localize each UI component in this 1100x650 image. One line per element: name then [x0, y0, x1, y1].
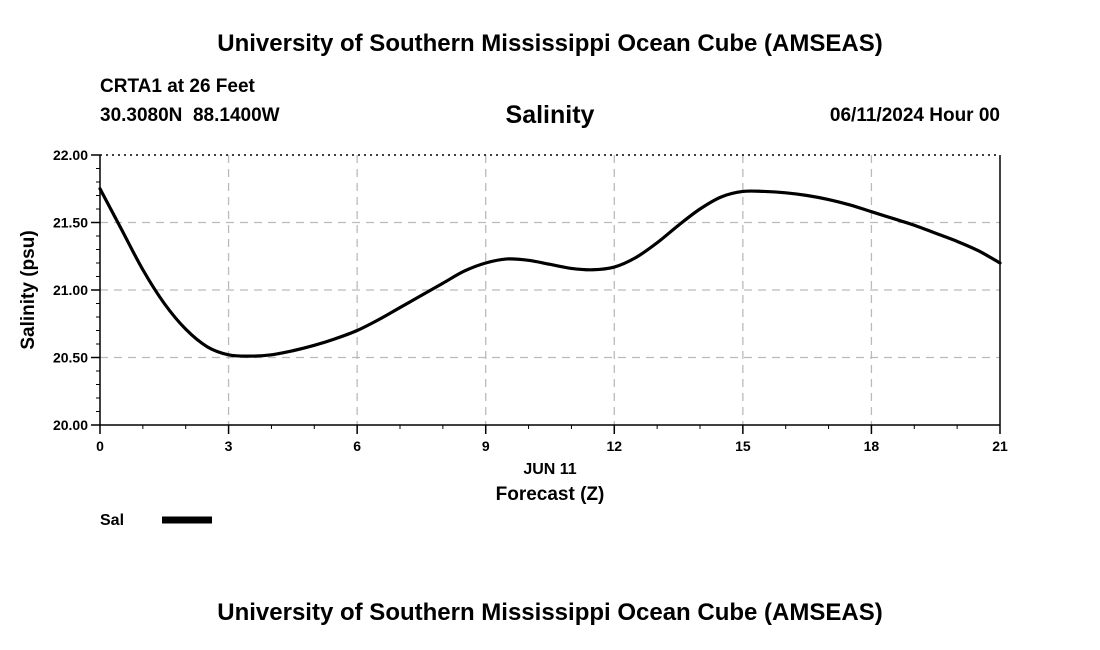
x-tick-label: 18	[864, 438, 880, 454]
x-tick-label: 3	[225, 438, 233, 454]
date-label: JUN 11	[523, 461, 576, 478]
x-axis-title: Forecast (Z)	[496, 484, 605, 505]
x-tick-label: 6	[353, 438, 361, 454]
x-tick-label: 0	[96, 438, 104, 454]
series-line-sal	[98, 187, 1002, 358]
x-tick-label: 15	[735, 438, 751, 454]
labels: 0 3 6 9 12 15 18 21 20.00 20.50 21.00 21.50 22.00 JUN…	[18, 147, 1008, 505]
station-name: CRTA1 at 26 Feet	[100, 76, 255, 97]
grid	[100, 155, 1000, 425]
station-coordinates: 30.3080N 88.1400W	[100, 105, 280, 126]
x-tick-label: 9	[482, 438, 490, 454]
footer-title: University of Southern Mississippi Ocean…	[217, 599, 883, 626]
y-tick-label: 20.50	[53, 350, 88, 366]
chart-title: Salinity	[505, 101, 595, 129]
series-layer	[98, 187, 1002, 358]
header-title: University of Southern Mississippi Ocean…	[217, 30, 883, 57]
x-tick-label: 21	[992, 438, 1008, 454]
y-axis-title: Salinity (psu)	[18, 230, 39, 349]
axes	[91, 154, 1001, 434]
y-tick-label: 20.00	[53, 417, 88, 433]
legend: Sal	[100, 512, 212, 529]
x-tick-label: 12	[606, 438, 622, 454]
y-tick-label: 22.00	[53, 147, 88, 163]
y-tick-label: 21.50	[53, 215, 88, 231]
legend-label: Sal	[100, 512, 124, 529]
forecast-run-time: 06/11/2024 Hour 00	[829, 105, 1000, 126]
y-tick-label: 21.00	[53, 282, 88, 298]
